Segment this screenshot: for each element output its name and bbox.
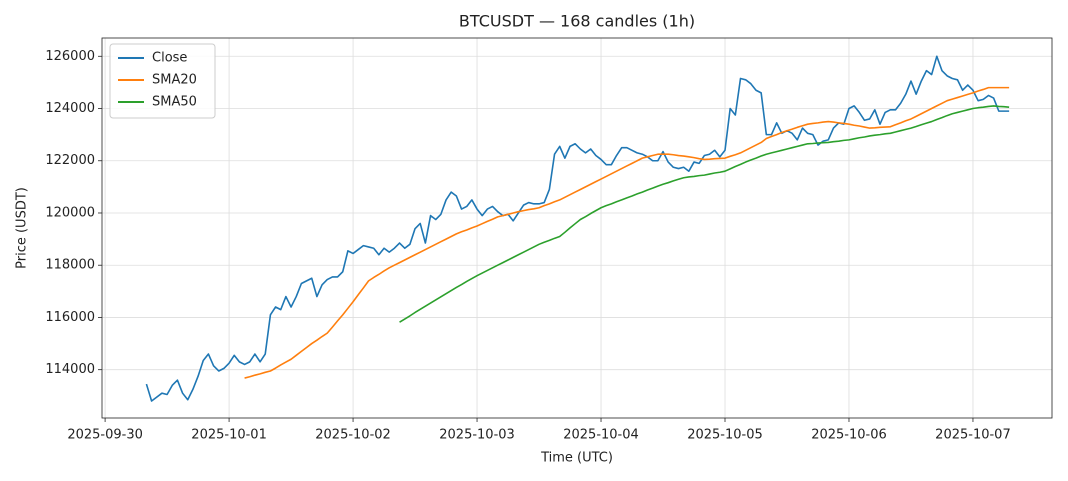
y-tick-label: 116000	[45, 310, 95, 325]
x-tick-label: 2025-10-07	[935, 428, 1011, 443]
x-tick-label: 2025-10-05	[687, 428, 763, 443]
y-tick-label: 126000	[45, 49, 95, 64]
chart-title: BTCUSDT — 168 candles (1h)	[459, 12, 695, 31]
x-axis-label: Time (UTC)	[540, 451, 613, 466]
plot-frame	[101, 37, 1053, 419]
legend-label: SMA50	[152, 95, 197, 110]
legend-label: SMA20	[152, 73, 197, 88]
y-tick-label: 124000	[45, 101, 95, 116]
y-tick-label: 120000	[45, 205, 95, 220]
y-tick-label: 118000	[45, 258, 95, 273]
y-tick-label: 114000	[45, 362, 95, 377]
legend-label: Close	[152, 51, 187, 66]
x-tick-label: 2025-10-03	[439, 428, 515, 443]
y-axis-label: Price (USDT)	[15, 187, 30, 269]
series-line	[399, 105, 1010, 323]
x-tick-label: 2025-10-01	[191, 428, 267, 443]
x-tick-label: 2025-09-30	[67, 428, 143, 443]
series-line	[145, 55, 1010, 402]
x-tick-label: 2025-10-06	[811, 428, 887, 443]
x-tick-label: 2025-10-04	[563, 428, 639, 443]
series-line	[244, 86, 1010, 379]
x-tick-label: 2025-10-02	[315, 428, 391, 443]
legend-box	[109, 43, 216, 119]
y-tick-label: 122000	[45, 153, 95, 168]
